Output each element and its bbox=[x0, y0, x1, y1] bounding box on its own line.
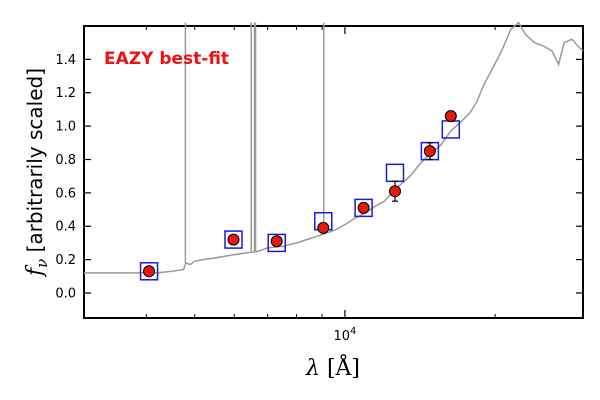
y-tick-label: 0.8 bbox=[55, 153, 76, 168]
x-tick-label: 104 bbox=[333, 326, 356, 344]
data-point bbox=[357, 201, 370, 214]
plot-frame bbox=[83, 25, 584, 319]
y-axis-label: fν [arbitrarily scaled] bbox=[23, 68, 51, 278]
data-point bbox=[423, 145, 436, 158]
annotation-label: EAZY best-fit bbox=[104, 49, 229, 69]
x-axis-label: λ [Å] bbox=[305, 353, 360, 381]
model-photometry bbox=[139, 120, 461, 281]
data-point bbox=[270, 235, 283, 248]
model-box bbox=[224, 230, 243, 249]
model-box bbox=[441, 120, 461, 139]
y-tick-label: 0.0 bbox=[55, 286, 76, 301]
y-tick-label: 1.0 bbox=[55, 120, 76, 135]
template-spectrum bbox=[84, 21, 584, 274]
model-box bbox=[267, 233, 286, 253]
data-point bbox=[227, 233, 240, 246]
data-point bbox=[389, 185, 402, 198]
data-point bbox=[317, 221, 330, 234]
template-line bbox=[84, 21, 584, 274]
model-box bbox=[354, 198, 373, 218]
model-box bbox=[385, 163, 405, 183]
y-tick-label: 0.6 bbox=[55, 186, 76, 201]
y-tick-label: 1.2 bbox=[55, 86, 76, 101]
axis-ticks: 0.0 0.2 0.4 0.6 0.8 1.0 1.2 1.4 104 bbox=[55, 26, 583, 344]
y-tick-label: 1.4 bbox=[55, 53, 76, 68]
data-point bbox=[444, 110, 457, 123]
y-tick-label: 0.4 bbox=[55, 220, 76, 235]
observed-photometry bbox=[143, 110, 457, 278]
data-point bbox=[143, 265, 156, 278]
y-tick-label: 0.2 bbox=[55, 253, 76, 268]
model-box bbox=[139, 262, 159, 281]
